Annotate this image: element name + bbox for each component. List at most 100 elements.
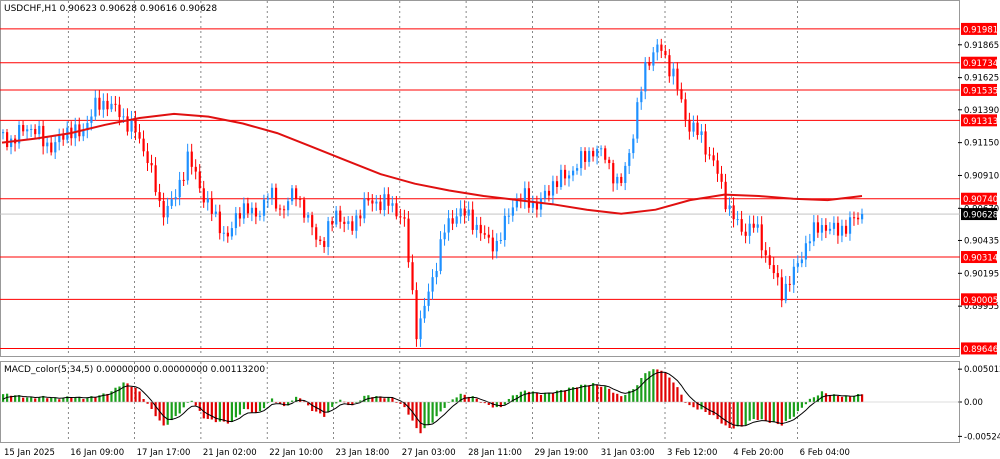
macd-bar — [427, 402, 430, 425]
level-label: 0.91535 — [963, 86, 998, 96]
candle-body — [242, 203, 246, 219]
macd-bar — [82, 398, 85, 402]
candle-body — [375, 201, 378, 204]
candle-body — [475, 224, 478, 230]
macd-bar — [519, 391, 523, 402]
candle-body — [796, 263, 799, 267]
macd-bar — [238, 402, 242, 415]
level-label-bg — [961, 83, 997, 96]
macd-bar — [760, 402, 763, 420]
macd-bar — [680, 394, 683, 402]
macd-bar — [282, 402, 286, 407]
candle-body — [812, 222, 816, 242]
candle-body — [592, 150, 595, 157]
macd-bar — [174, 402, 177, 417]
candle-body — [407, 218, 410, 263]
time-tick-label: 4 Feb 20:00 — [733, 448, 783, 458]
candle-body — [26, 129, 29, 132]
macd-bar — [580, 384, 583, 402]
macd-bar — [419, 402, 422, 434]
macd-bar — [327, 402, 330, 413]
macd-bar — [624, 394, 627, 402]
candle-body — [832, 222, 836, 229]
time-tick-label: 17 Jan 17:00 — [137, 448, 191, 458]
candle-body — [34, 128, 37, 135]
macd-bar — [511, 395, 514, 402]
macd-bar — [832, 394, 836, 402]
candle-body — [138, 132, 141, 139]
candle-body — [347, 221, 350, 224]
candle-body — [828, 228, 832, 231]
candle-body — [820, 225, 824, 233]
macd-bar — [608, 388, 611, 402]
candle-body — [415, 290, 418, 340]
macd-bar — [668, 377, 671, 402]
candle-body — [495, 240, 498, 252]
candle-body — [427, 291, 430, 306]
macd-bar — [78, 396, 81, 402]
candle-body — [262, 199, 266, 216]
candle-body — [576, 168, 579, 171]
macd-bar — [628, 390, 631, 402]
macd-bar — [14, 395, 17, 402]
candle-body — [270, 187, 274, 198]
macd-bar — [672, 382, 675, 402]
macd-bar — [451, 399, 454, 402]
macd-bar — [106, 393, 109, 402]
level-label: 0.90005 — [963, 296, 998, 306]
candle-body — [246, 203, 250, 214]
candle-body — [94, 97, 97, 117]
macd-bar — [254, 402, 258, 413]
macd-bar — [198, 402, 201, 411]
candle-body — [122, 116, 125, 118]
level-label-bg — [961, 114, 997, 127]
macd-bar — [110, 391, 113, 402]
candle-body — [190, 151, 193, 167]
macd-bar — [861, 394, 864, 402]
macd-bar — [122, 382, 125, 402]
macd-bar — [166, 402, 169, 425]
macd-bar — [716, 402, 719, 420]
candle-body — [447, 218, 450, 233]
candle-body — [142, 138, 145, 152]
macd-bar — [250, 402, 254, 413]
candle-body — [491, 237, 494, 252]
candle-body — [114, 103, 117, 105]
macd-bar — [467, 396, 470, 402]
macd-bar — [62, 397, 65, 402]
level-label: 0.91734 — [963, 59, 998, 69]
candle-body — [848, 217, 852, 234]
time-tick-label: 29 Jan 19:00 — [534, 448, 588, 458]
macd-bar — [387, 397, 390, 402]
candle-body — [431, 277, 434, 292]
candle-body — [82, 130, 85, 137]
macd-bar — [363, 395, 366, 402]
candle-body — [182, 179, 185, 181]
macd-bar — [620, 396, 623, 402]
macd-bar — [234, 402, 238, 418]
price-tick-label: 0.91865 — [964, 41, 999, 51]
candle-body — [824, 225, 828, 231]
level-label: 0.91981 — [963, 25, 998, 35]
candle-body — [395, 203, 398, 217]
time-tick-label: 21 Jan 02:00 — [203, 448, 257, 458]
price-tick-label: 0.91150 — [964, 139, 999, 149]
candle-body — [391, 203, 394, 206]
macd-bar — [6, 393, 9, 402]
macd-bar — [90, 396, 93, 402]
macd-bar — [551, 393, 555, 402]
macd-bar — [604, 386, 607, 402]
macd-bar — [471, 396, 474, 402]
candle-body — [54, 142, 57, 153]
candle-body — [764, 250, 767, 256]
macd-bar — [423, 402, 426, 429]
candle-body — [278, 208, 282, 210]
candle-body — [788, 283, 791, 285]
candle-body — [652, 52, 655, 66]
macd-bar — [218, 402, 221, 422]
macd-bar — [383, 398, 386, 402]
macd-bar — [455, 397, 458, 402]
candle-body — [355, 215, 358, 231]
